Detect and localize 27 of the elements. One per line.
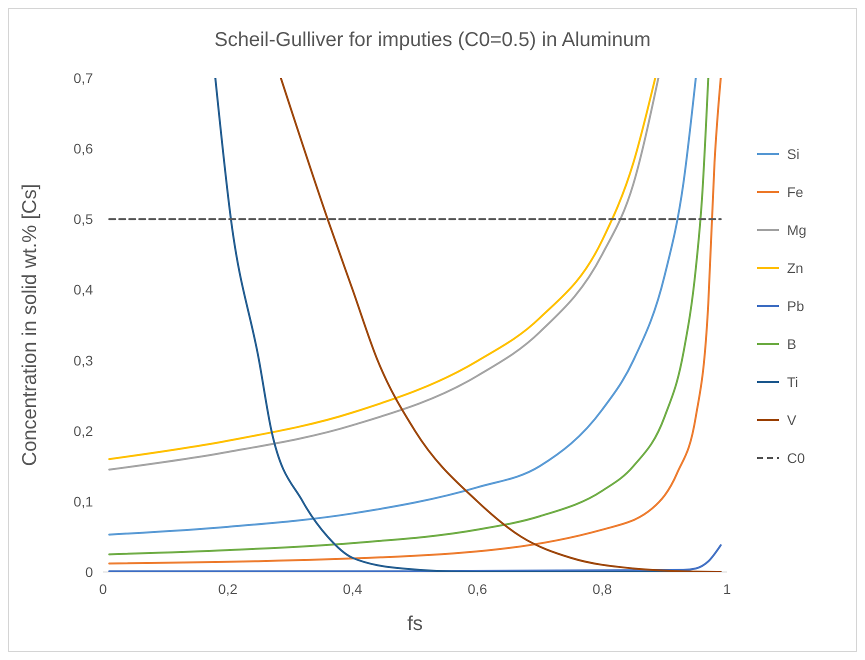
x-tick-label: 1: [723, 581, 732, 597]
x-tick-label: 0: [99, 581, 108, 597]
x-tick-label: 0,8: [592, 581, 612, 597]
y-tick-label: 0: [85, 564, 94, 580]
legend-label: C0: [787, 450, 806, 466]
y-tick-label: 0,7: [74, 70, 94, 86]
x-tick-label: 0,4: [342, 581, 363, 597]
chart-title: Scheil-Gulliver for imputies (C0=0.5) in Aluminum: [214, 29, 651, 51]
legend-label: Fe: [787, 184, 804, 200]
legend-label: B: [787, 336, 796, 352]
x-tick-label: 0,2: [218, 581, 238, 597]
legend-label: V: [787, 412, 797, 428]
line-series: [108, 544, 722, 572]
legend-label: Mg: [787, 222, 806, 238]
legend-label: Zn: [787, 260, 804, 276]
y-tick-label: 0,6: [74, 140, 94, 157]
legend-label: Ti: [787, 374, 798, 390]
y-tick-label: 0,1: [74, 493, 94, 510]
x-axis-title: fs: [407, 613, 423, 635]
y-tick-label: 0,5: [74, 211, 94, 228]
y-axis-title: Concentration in solid wt.% [Cs]: [19, 184, 41, 466]
y-tick-label: 0,3: [74, 352, 94, 368]
x-tick-label: 0,6: [468, 581, 488, 597]
legend-label: Pb: [787, 298, 804, 314]
y-tick-label: 0,2: [74, 422, 94, 439]
legend-label: Si: [787, 146, 800, 162]
y-tick-label: 0,4: [74, 282, 94, 298]
